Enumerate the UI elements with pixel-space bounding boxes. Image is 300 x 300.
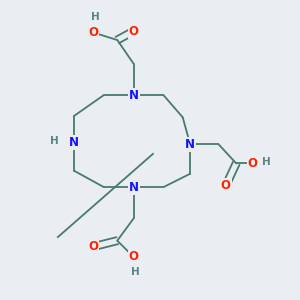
Text: N: N: [129, 181, 139, 194]
Text: H: H: [50, 136, 58, 146]
Text: O: O: [129, 250, 139, 263]
Text: N: N: [129, 88, 139, 101]
Text: H: H: [131, 268, 140, 278]
Text: O: O: [88, 240, 98, 253]
Text: O: O: [88, 26, 98, 39]
Text: H: H: [91, 12, 99, 22]
Text: O: O: [129, 25, 139, 38]
Text: O: O: [221, 179, 231, 192]
Text: O: O: [248, 157, 257, 170]
Text: N: N: [185, 138, 195, 151]
Text: N: N: [69, 136, 79, 149]
Text: H: H: [262, 157, 271, 167]
